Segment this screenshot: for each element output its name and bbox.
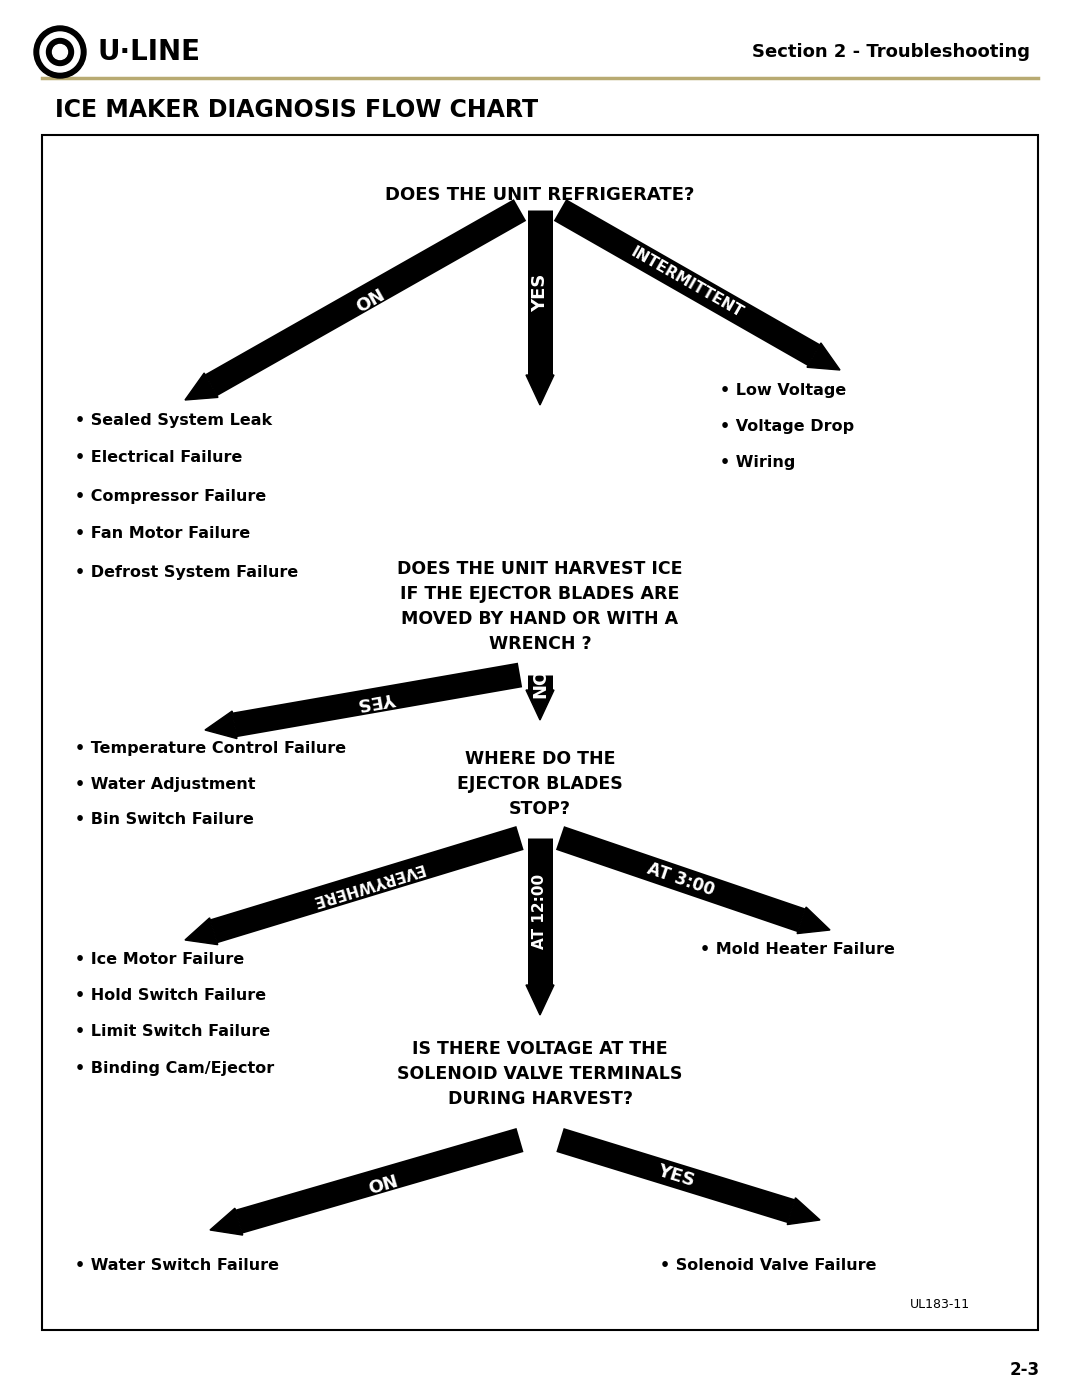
- Polygon shape: [210, 1208, 243, 1235]
- Ellipse shape: [46, 39, 73, 66]
- Text: • Temperature Control Failure: • Temperature Control Failure: [75, 740, 346, 756]
- Polygon shape: [807, 342, 840, 370]
- Text: • Hold Switch Failure: • Hold Switch Failure: [75, 989, 266, 1003]
- Text: DOES THE UNIT HARVEST ICE
IF THE EJECTOR BLADES ARE
MOVED BY HAND OR WITH A
WREN: DOES THE UNIT HARVEST ICE IF THE EJECTOR…: [397, 560, 683, 652]
- Bar: [42, 136, 1038, 1330]
- Text: INTERMITTENT: INTERMITTENT: [629, 244, 745, 320]
- Ellipse shape: [40, 32, 80, 73]
- Polygon shape: [205, 711, 237, 739]
- Text: • Water Adjustment: • Water Adjustment: [75, 777, 256, 792]
- Text: 2-3: 2-3: [1010, 1361, 1040, 1379]
- Text: • Solenoid Valve Failure: • Solenoid Valve Failure: [660, 1257, 877, 1273]
- Text: AT 12:00: AT 12:00: [532, 875, 548, 949]
- Text: • Water Switch Failure: • Water Switch Failure: [75, 1257, 279, 1273]
- Text: Section 2 - Troubleshooting: Section 2 - Troubleshooting: [752, 43, 1030, 61]
- Text: NO: NO: [348, 282, 383, 313]
- Text: WHERE DO THE
EJECTOR BLADES
STOP?: WHERE DO THE EJECTOR BLADES STOP?: [457, 750, 623, 819]
- Text: • Binding Cam/Ejector: • Binding Cam/Ejector: [75, 1060, 274, 1076]
- Text: • Electrical Failure: • Electrical Failure: [75, 450, 242, 465]
- Polygon shape: [185, 373, 218, 400]
- Text: YES: YES: [356, 687, 397, 712]
- Text: • Defrost System Failure: • Defrost System Failure: [75, 564, 298, 580]
- Text: DOES THE UNIT REFRIGERATE?: DOES THE UNIT REFRIGERATE?: [386, 186, 694, 204]
- Polygon shape: [787, 1197, 820, 1225]
- Text: • Bin Switch Failure: • Bin Switch Failure: [75, 813, 254, 827]
- Text: NO: NO: [531, 668, 549, 697]
- Text: • Ice Motor Failure: • Ice Motor Failure: [75, 953, 244, 968]
- Text: YES: YES: [531, 274, 549, 312]
- Text: • Wiring: • Wiring: [720, 454, 795, 469]
- Text: • Fan Motor Failure: • Fan Motor Failure: [75, 527, 251, 542]
- Polygon shape: [526, 985, 554, 1016]
- Text: NO: NO: [363, 1168, 396, 1193]
- Text: • Mold Heater Failure: • Mold Heater Failure: [700, 943, 895, 957]
- Text: AT 3:00: AT 3:00: [645, 859, 717, 900]
- Polygon shape: [526, 374, 554, 405]
- Text: EVERYWHERE: EVERYWHERE: [309, 861, 424, 909]
- Text: YES: YES: [654, 1161, 697, 1190]
- Text: UL183-11: UL183-11: [909, 1298, 970, 1312]
- Text: • Limit Switch Failure: • Limit Switch Failure: [75, 1024, 270, 1039]
- Text: • Low Voltage: • Low Voltage: [720, 383, 847, 398]
- Ellipse shape: [33, 27, 86, 78]
- Polygon shape: [797, 907, 831, 933]
- Text: • Sealed System Leak: • Sealed System Leak: [75, 412, 272, 427]
- Text: U·LINE: U·LINE: [98, 38, 201, 66]
- Polygon shape: [526, 690, 554, 719]
- Text: ICE MAKER DIAGNOSIS FLOW CHART: ICE MAKER DIAGNOSIS FLOW CHART: [55, 98, 538, 122]
- Text: IS THERE VOLTAGE AT THE
SOLENOID VALVE TERMINALS
DURING HARVEST?: IS THERE VOLTAGE AT THE SOLENOID VALVE T…: [397, 1039, 683, 1108]
- Text: • Voltage Drop: • Voltage Drop: [720, 419, 854, 433]
- Ellipse shape: [53, 45, 67, 60]
- Polygon shape: [185, 918, 218, 944]
- Text: • Compressor Failure: • Compressor Failure: [75, 489, 267, 503]
